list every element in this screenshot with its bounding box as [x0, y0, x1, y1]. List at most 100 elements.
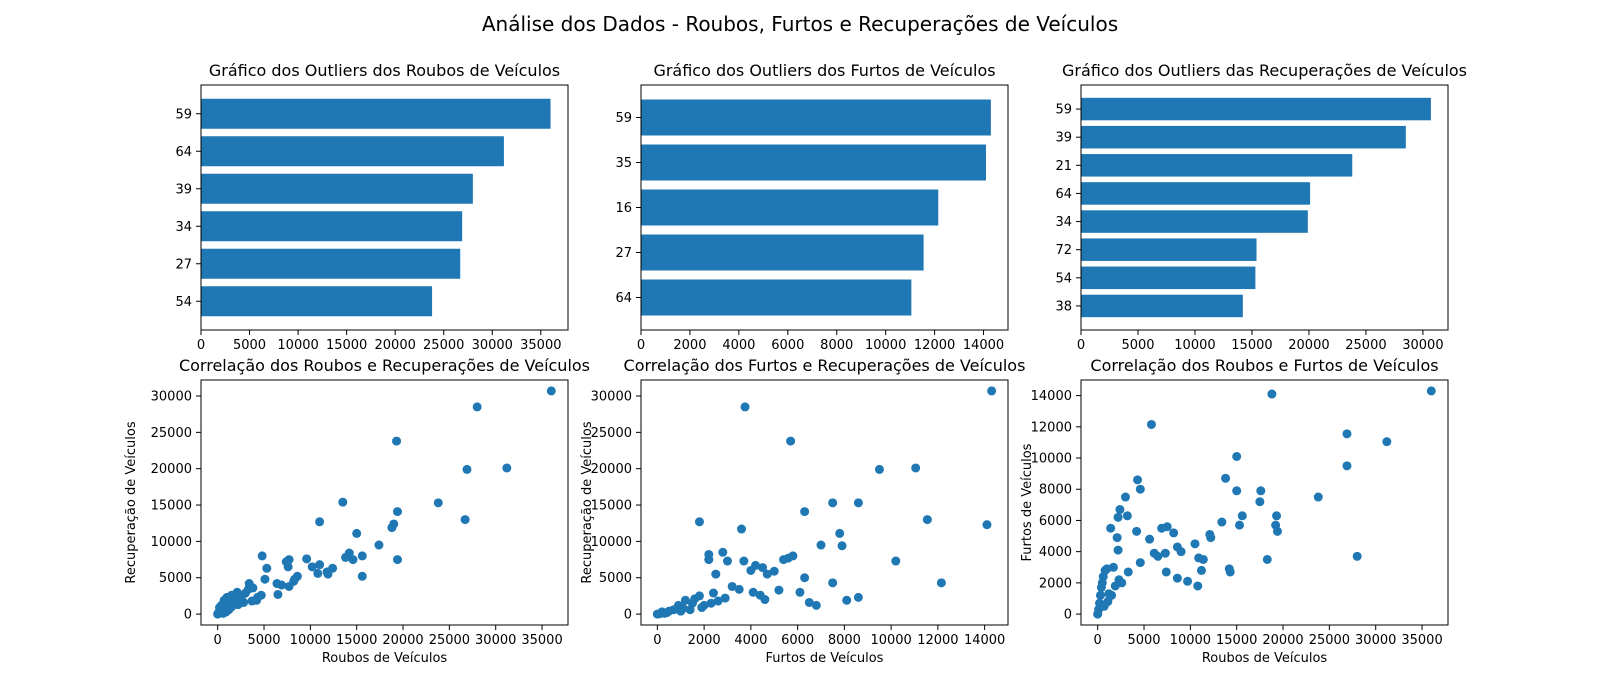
x-tick-label: 10000	[865, 338, 906, 353]
scatter-point	[800, 573, 810, 583]
scatter-point	[1149, 548, 1159, 558]
scatter-point	[218, 608, 228, 618]
scatter-point	[1193, 581, 1203, 591]
scatter-point	[1112, 533, 1122, 543]
y-tick-label: 8000	[1039, 483, 1072, 498]
scatter-point	[1097, 578, 1107, 588]
scatter-point	[774, 585, 784, 595]
scatter-point	[1190, 539, 1200, 549]
scatter-point	[1225, 567, 1235, 577]
category-label: 72	[1055, 243, 1072, 258]
scatter-point	[1133, 475, 1143, 485]
bar	[1081, 125, 1406, 149]
subplot-title: Gráfico dos Outliers das Recuperações de…	[1062, 61, 1467, 80]
bar	[641, 144, 986, 181]
scatter-point	[462, 464, 472, 474]
x-tick-label: 10000	[1170, 633, 1211, 648]
subplot-5: Correlação dos Furtos e Recuperações de …	[580, 356, 1025, 666]
axes-frame	[1080, 379, 1449, 626]
scatter-point	[828, 578, 838, 588]
scatter-point	[1146, 419, 1156, 429]
bar	[1081, 266, 1256, 290]
x-tick-label: 0	[1094, 633, 1102, 648]
bar	[1081, 294, 1243, 318]
subplot-3: Gráfico dos Outliers das Recuperações de…	[1055, 61, 1467, 353]
y-tick-label: 20000	[591, 462, 632, 477]
bar	[201, 286, 433, 317]
bar	[201, 136, 504, 167]
y-tick-label: 15000	[151, 499, 192, 514]
scatter-point	[1382, 437, 1392, 447]
scatter-point	[1342, 429, 1352, 439]
category-label: 64	[615, 291, 632, 306]
x-tick-label: 20000	[1262, 633, 1303, 648]
x-tick-label: 35000	[521, 633, 562, 648]
scatter-point	[718, 547, 728, 557]
scatter-point	[237, 591, 247, 601]
scatter-point	[1122, 511, 1132, 521]
y-tick-label: 0	[624, 608, 632, 623]
scatter-point	[762, 569, 772, 579]
x-tick-label: 0	[197, 338, 205, 353]
bar	[1081, 97, 1431, 121]
y-tick-label: 10000	[591, 535, 632, 550]
x-tick-label: 2000	[673, 338, 706, 353]
scatter-point	[392, 507, 402, 517]
scatter-point	[811, 600, 821, 610]
category-label: 39	[1055, 131, 1072, 146]
scatter-point	[652, 609, 662, 619]
scatter-point	[1120, 492, 1130, 502]
scatter-point	[338, 497, 348, 507]
scatter-point	[290, 574, 300, 584]
scatter-point	[1256, 486, 1266, 496]
scatter-point	[734, 584, 744, 594]
y-tick-label: 4000	[1039, 545, 1072, 560]
x-tick-label: 10000	[1174, 338, 1215, 353]
scatter-point	[262, 563, 272, 573]
scatter-point	[795, 587, 805, 597]
subplot-title: Gráfico dos Outliers dos Furtos de Veícu…	[653, 61, 995, 80]
scatter-point	[1272, 511, 1282, 521]
scatter-point	[389, 519, 399, 529]
y-tick-label: 0	[184, 608, 192, 623]
scatter-point	[1313, 492, 1323, 502]
scatter-point	[1198, 554, 1208, 564]
x-tick-label: 25000	[429, 633, 470, 648]
scatter-point	[1237, 511, 1247, 521]
x-tick-label: 6000	[771, 338, 804, 353]
y-tick-label: 10000	[151, 535, 192, 550]
y-tick-label: 25000	[151, 426, 192, 441]
scatter-point	[502, 463, 512, 473]
x-tick-label: 8000	[820, 338, 853, 353]
scatter-point	[392, 436, 402, 446]
scatter-point	[1113, 512, 1123, 522]
x-tick-label: 14000	[963, 338, 1004, 353]
category-label: 59	[175, 107, 192, 122]
scatter-point	[1117, 578, 1127, 588]
scatter-point	[352, 528, 362, 538]
scatter-point	[348, 555, 358, 565]
scatter-point	[313, 568, 323, 578]
scatter-point	[1106, 523, 1116, 533]
scatter-point	[1135, 558, 1145, 568]
bar	[641, 99, 991, 136]
x-tick-label: 5000	[233, 338, 266, 353]
scatter-point	[322, 567, 332, 577]
subplot-title: Correlação dos Roubos e Recuperações de …	[179, 356, 590, 375]
x-tick-label: 35000	[520, 338, 561, 353]
axes-frame	[200, 379, 569, 626]
category-label: 59	[615, 111, 632, 126]
scatter-point	[727, 581, 737, 591]
scatter-point	[936, 578, 946, 588]
scatter-point	[704, 555, 714, 565]
x-tick-label: 12000	[914, 338, 955, 353]
y-tick-label: 25000	[591, 426, 632, 441]
scatter-point	[891, 556, 901, 566]
x-tick-label: 8000	[828, 633, 861, 648]
scatter-point	[546, 386, 556, 396]
scatter-point	[1172, 573, 1182, 583]
scatter-point	[816, 540, 826, 550]
x-tick-label: 10000	[870, 633, 911, 648]
axes-frame	[640, 379, 1009, 626]
